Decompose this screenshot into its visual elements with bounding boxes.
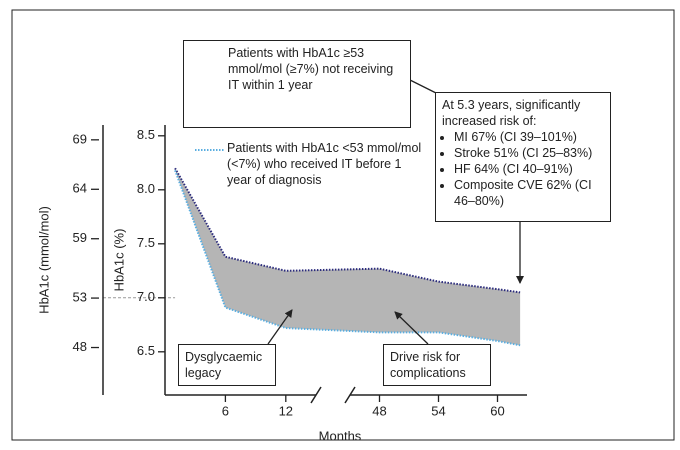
arrow: [267, 309, 293, 345]
risk-item: MI 67% (CI 39–101%): [454, 129, 604, 145]
x-tick-label: 54: [431, 403, 445, 418]
x-tick-label: 6: [222, 403, 229, 418]
y2-tick-label: 69: [73, 131, 87, 146]
y-tick-label: 8.5: [137, 127, 155, 142]
y-tick-label: 7.0: [137, 289, 155, 304]
risk-item: HF 64% (CI 40–91%): [454, 161, 604, 177]
x-tick-label: 12: [279, 403, 293, 418]
y-tick-label: 6.5: [137, 343, 155, 358]
series-line: [174, 170, 521, 347]
frame: [11, 9, 675, 441]
x-axis-label: Months: [319, 428, 362, 443]
axis-break: [344, 386, 356, 404]
x-tick-label: 48: [372, 403, 386, 418]
x-tick-label: 60: [490, 403, 504, 418]
legend-entry: Patients with HbA1c ≥53 mmol/mol (≥7%) n…: [228, 46, 394, 92]
y2-tick-label: 59: [73, 230, 87, 245]
y-axis-label: HbA1c (%): [111, 229, 126, 292]
risk-item: Stroke 51% (CI 25–83%): [454, 145, 604, 161]
band-fill: [175, 168, 521, 346]
risk-item: Composite CVE 62% (CI 46–80%): [454, 177, 604, 209]
y2-tick-label: 48: [73, 339, 87, 354]
label-box: Drive risk for complications: [383, 344, 491, 386]
axis-break: [310, 386, 322, 404]
legend-box: Patients with HbA1c <53 mmol/mol (<7%) w…: [183, 140, 427, 188]
plot: 6.5 7.0 7.5 8.0 8.5 48 53 59 64 69 6 12 48 54 60: [73, 125, 527, 418]
y2-tick-label: 64: [73, 181, 87, 196]
y2-tick-label: 53: [73, 290, 87, 305]
y2-axis-label: HbA1c (mmol/mol): [36, 206, 51, 314]
arrow: [394, 311, 429, 345]
label-box: Dysglycaemic legacy: [178, 344, 276, 386]
risk-box: At 5.3 years, significantly increased ri…: [435, 92, 611, 222]
legend-box: Patients with HbA1c ≥53 mmol/mol (≥7%) n…: [183, 40, 411, 128]
y-tick-label: 7.5: [137, 235, 155, 250]
legend-entry: Patients with HbA1c <53 mmol/mol (<7%) w…: [227, 141, 422, 187]
y-tick-label: 8.0: [137, 181, 155, 196]
risk-list: MI 67% (CI 39–101%)Stroke 51% (CI 25–83%…: [442, 129, 604, 209]
risk-title: At 5.3 years, significantly increased ri…: [442, 98, 581, 128]
